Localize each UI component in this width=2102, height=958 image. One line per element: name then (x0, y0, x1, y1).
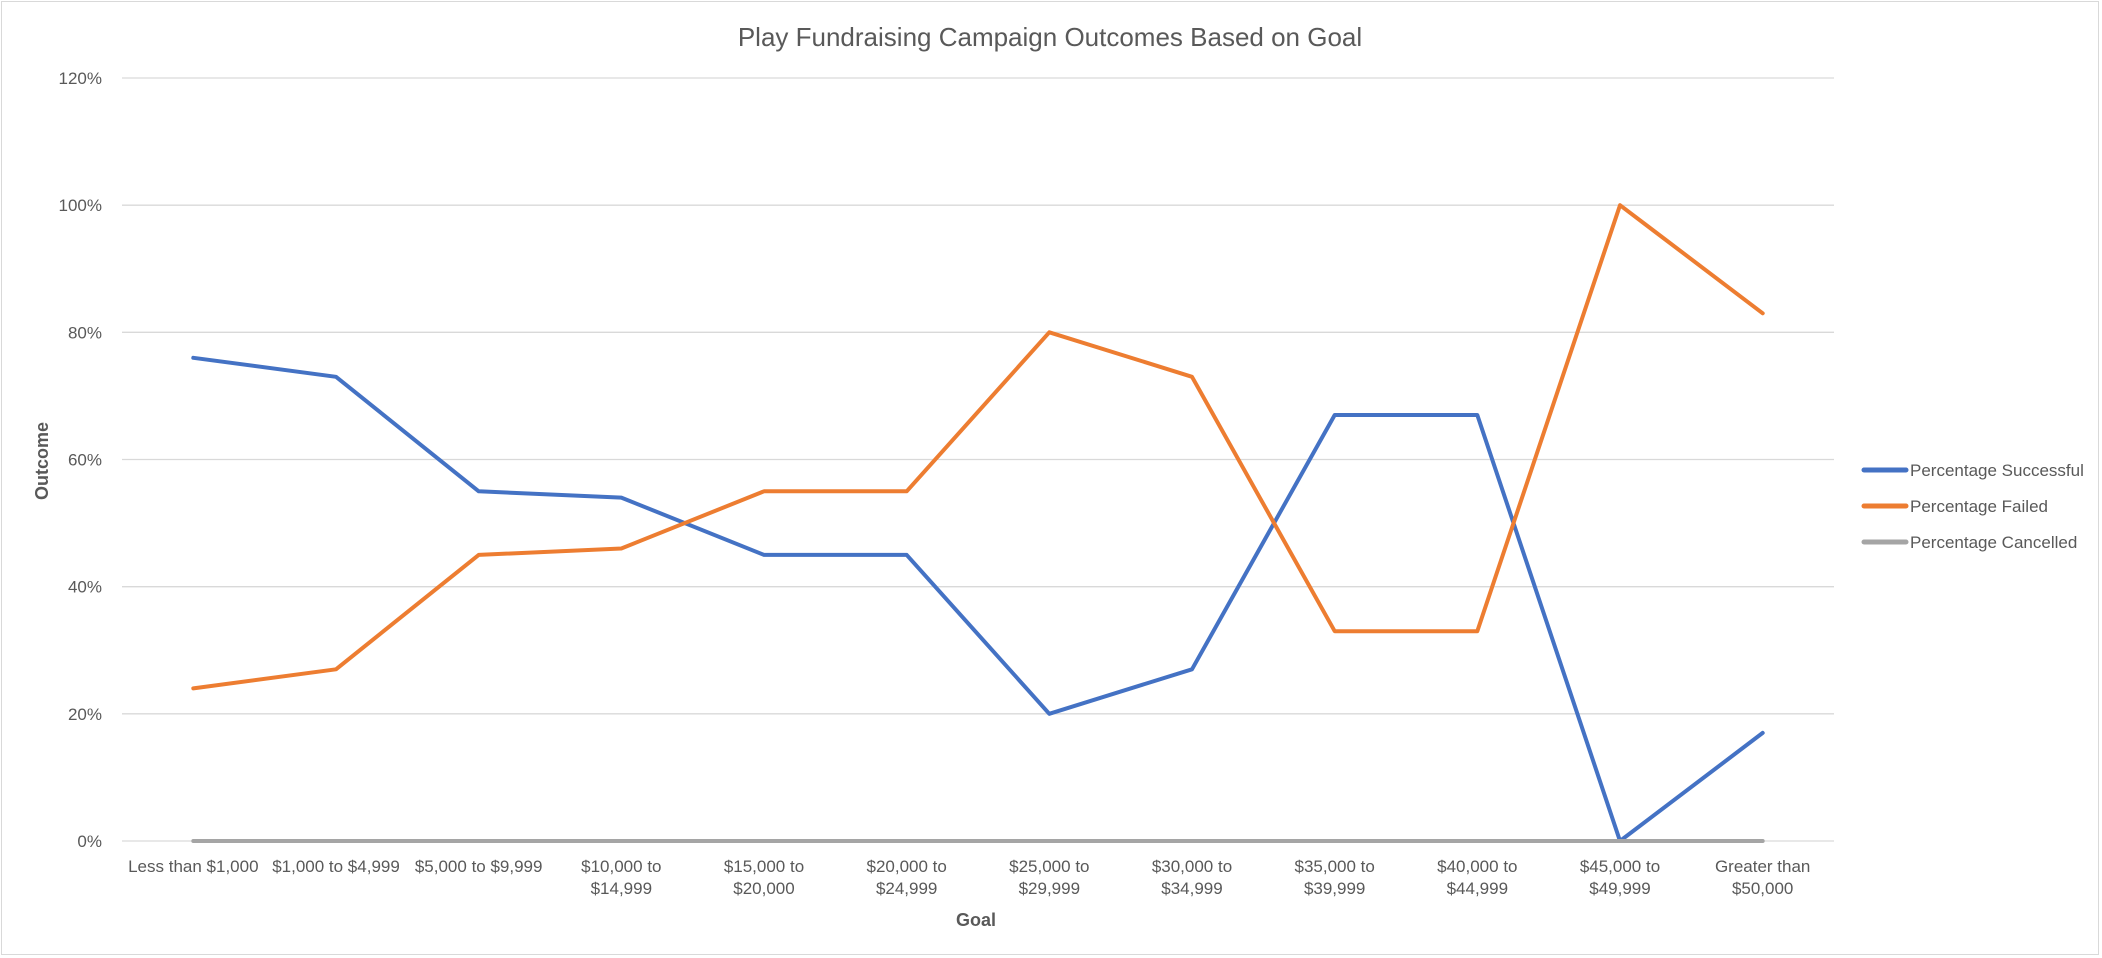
x-tick-label: Greater than $50,000 (1715, 857, 1810, 898)
series-lines (191, 203, 1765, 843)
legend-label: Percentage Failed (1910, 497, 2048, 516)
gridlines (122, 77, 1834, 842)
y-tick-label: 0% (77, 832, 102, 851)
y-axis-ticks: 0% 20% 40% 60% 80% 100% 120% (59, 69, 102, 851)
x-tick-label: $1,000 to $4,999 (272, 857, 400, 876)
x-tick-label: $35,000 to $39,999 (1294, 857, 1374, 898)
legend-entry: Percentage Cancelled (1861, 533, 2077, 552)
y-tick-label: 80% (68, 323, 102, 342)
x-tick-label: Less than $1,000 (128, 857, 258, 876)
y-tick-label: 20% (68, 705, 102, 724)
x-axis-ticks: Less than $1,000 $1,000 to $4,999 $5,000 t… (128, 857, 1810, 898)
legend-entry: Percentage Successful (1861, 461, 2084, 480)
x-tick-label: $15,000 to $20,000 (724, 857, 804, 898)
legend-label: Percentage Cancelled (1910, 533, 2077, 552)
x-tick-label: $20,000 to $24,999 (866, 857, 946, 898)
y-axis-title: Outcome (32, 422, 52, 500)
x-tick-label: $40,000 to $44,999 (1437, 857, 1517, 898)
series-line-percentage-successful (191, 355, 1765, 843)
legend: Percentage Successful Percentage Failed Pe… (1861, 461, 2084, 552)
x-tick-label: $45,000 to $49,999 (1580, 857, 1660, 898)
x-tick-label: $5,000 to $9,999 (415, 857, 543, 876)
chart-title: Play Fundraising Campaign Outcomes Based… (738, 22, 1362, 52)
legend-label: Percentage Successful (1910, 461, 2084, 480)
y-tick-label: 40% (68, 578, 102, 597)
y-tick-label: 60% (68, 451, 102, 470)
y-tick-label: 100% (59, 196, 102, 215)
series-line-percentage-failed (191, 203, 1765, 691)
x-tick-label: $30,000 to $34,999 (1152, 857, 1232, 898)
y-tick-label: 120% (59, 69, 102, 88)
x-tick-label: $10,000 to $14,999 (581, 857, 661, 898)
x-tick-label: $25,000 to $29,999 (1009, 857, 1089, 898)
x-axis-title: Goal (956, 910, 996, 930)
legend-entry: Percentage Failed (1861, 497, 2048, 516)
